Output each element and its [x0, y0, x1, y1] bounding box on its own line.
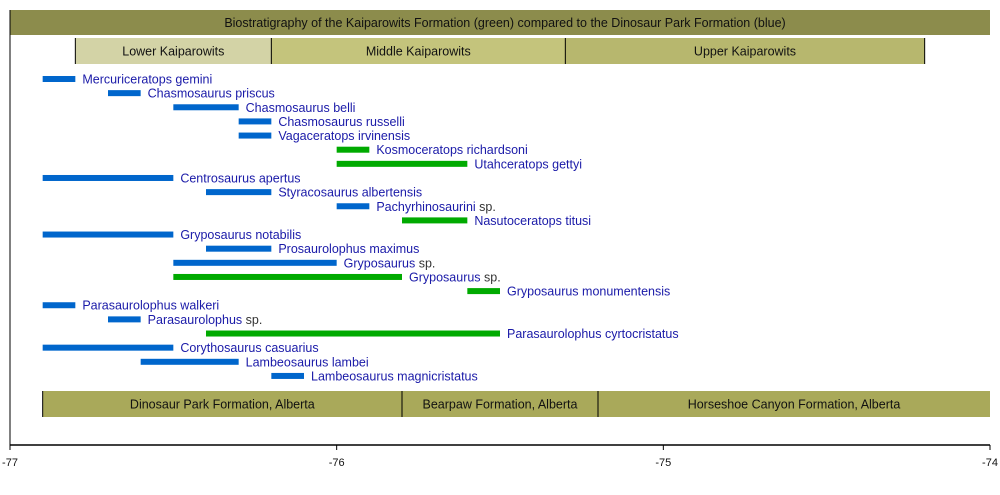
bottom-band — [598, 391, 990, 417]
taxon-suffix: sp. — [481, 270, 501, 284]
x-axis-ticks: -77 -76 -75 -74 — [2, 445, 998, 469]
taxon-bar — [271, 372, 304, 379]
taxon-name: Styracosaurus albertensis — [278, 186, 422, 200]
bottom-band — [42, 391, 403, 417]
top-band — [271, 38, 566, 64]
taxon-label: Mercuriceratops gemini — [82, 73, 212, 87]
taxon-name: Nasutoceratops titusi — [474, 214, 591, 228]
top-band-label: Upper Kaiparowits — [694, 45, 796, 59]
taxon-bar — [42, 302, 76, 309]
taxon-name: Parasaurolophus walkeri — [82, 299, 219, 313]
taxon-name: Chasmosaurus russelli — [278, 115, 404, 129]
taxon-label: Chasmosaurus priscus — [148, 87, 275, 101]
taxon-bar — [108, 90, 141, 97]
taxon-name: Lambeosaurus magnicristatus — [311, 369, 478, 383]
top-band — [565, 38, 925, 64]
taxon-label: Gryposaurus sp. — [344, 256, 436, 270]
taxon-bar — [140, 358, 239, 365]
x-tick-label: -74 — [982, 457, 998, 469]
taxon-bar — [467, 288, 500, 295]
taxon-name: Mercuriceratops gemini — [82, 73, 212, 87]
taxon-label: Lambeosaurus lambei — [246, 355, 369, 369]
top-band-label: Lower Kaiparowits — [122, 45, 224, 59]
top-band-label: Middle Kaiparowits — [366, 45, 471, 59]
taxon-bar — [336, 160, 468, 167]
taxon-label: Chasmosaurus belli — [246, 101, 356, 115]
taxon-label: Gryposaurus sp. — [409, 270, 501, 284]
taxon-name: Parasaurolophus — [148, 313, 243, 327]
taxon-label: Gryposaurus monumentensis — [507, 285, 670, 299]
taxon-name: Kosmoceratops richardsoni — [376, 143, 527, 157]
bottom-band-label: Horseshoe Canyon Formation, Alberta — [688, 398, 901, 412]
taxon-label: Chasmosaurus russelli — [278, 115, 404, 129]
taxon-bar — [336, 203, 370, 210]
taxon-name: Gryposaurus notabilis — [180, 228, 301, 242]
taxon-bar — [42, 231, 174, 238]
taxon-name: Gryposaurus — [409, 270, 481, 284]
taxon-label: Parasaurolophus sp. — [148, 313, 263, 327]
taxon-bar — [402, 217, 468, 224]
taxon-bar — [206, 245, 272, 252]
taxon-bar — [336, 146, 370, 153]
taxon-bar — [42, 174, 174, 181]
chart-title: Biostratigraphy of the Kaiparowits Forma… — [224, 16, 785, 30]
taxon-suffix: sp. — [415, 256, 435, 270]
x-tick-label: -75 — [655, 457, 671, 469]
taxon-label: Nasutoceratops titusi — [474, 214, 591, 228]
taxon-bar — [173, 104, 239, 111]
title-bar — [10, 10, 990, 35]
x-tick-label: -77 — [2, 457, 18, 469]
bottom-bands: Dinosaur Park Formation, Alberta Bearpaw … — [42, 391, 990, 417]
taxon-name: Utahceratops gettyi — [474, 157, 582, 171]
taxon-name: Gryposaurus monumentensis — [507, 285, 670, 299]
taxon-name: Gryposaurus — [344, 256, 416, 270]
taxon-label: Prosaurolophus maximus — [278, 242, 419, 256]
taxon-label: Lambeosaurus magnicristatus — [311, 369, 478, 383]
taxon-name: Prosaurolophus maximus — [278, 242, 419, 256]
bottom-band-label: Bearpaw Formation, Alberta — [423, 398, 578, 412]
taxon-name: Chasmosaurus priscus — [148, 87, 275, 101]
taxon-bar — [206, 189, 272, 196]
taxon-bar — [238, 132, 272, 139]
taxon-suffix: sp. — [242, 313, 262, 327]
top-band — [75, 38, 272, 64]
taxon-label: Parasaurolophus cyrtocristatus — [507, 327, 679, 341]
x-tick-label: -76 — [329, 457, 345, 469]
taxon-bar — [108, 316, 141, 323]
bottom-band — [402, 391, 598, 417]
taxon-label: Styracosaurus albertensis — [278, 186, 422, 200]
taxon-label: Gryposaurus notabilis — [180, 228, 301, 242]
taxon-label: Vagaceratops irvinensis — [278, 129, 410, 143]
taxon-name: Lambeosaurus lambei — [246, 355, 369, 369]
taxon-label: Pachyrhinosaurini sp. — [376, 200, 496, 214]
taxon-bar — [238, 118, 272, 125]
taxon-name: Parasaurolophus cyrtocristatus — [507, 327, 679, 341]
taxon-suffix: sp. — [476, 200, 496, 214]
taxon-label: Centrosaurus apertus — [180, 171, 300, 185]
bottom-band-label: Dinosaur Park Formation, Alberta — [130, 398, 315, 412]
taxon-label: Parasaurolophus walkeri — [82, 299, 219, 313]
taxon-bar — [42, 76, 76, 82]
taxon-bar — [206, 330, 500, 337]
taxon-bar — [42, 344, 174, 351]
taxon-label: Kosmoceratops richardsoni — [376, 143, 527, 157]
taxon-label: Utahceratops gettyi — [474, 157, 582, 171]
taxon-name: Centrosaurus apertus — [180, 171, 300, 185]
taxon-name: Chasmosaurus belli — [246, 101, 356, 115]
taxon-name: Pachyrhinosaurini — [376, 200, 475, 214]
top-bands: Lower Kaiparowits Middle Kaiparowits Upper… — [74, 38, 926, 64]
taxon-bar — [173, 273, 402, 280]
taxon-bar — [173, 259, 337, 266]
taxon-label: Corythosaurus casuarius — [180, 341, 318, 355]
taxon-name: Corythosaurus casuarius — [180, 341, 318, 355]
taxon-name: Vagaceratops irvinensis — [278, 129, 410, 143]
